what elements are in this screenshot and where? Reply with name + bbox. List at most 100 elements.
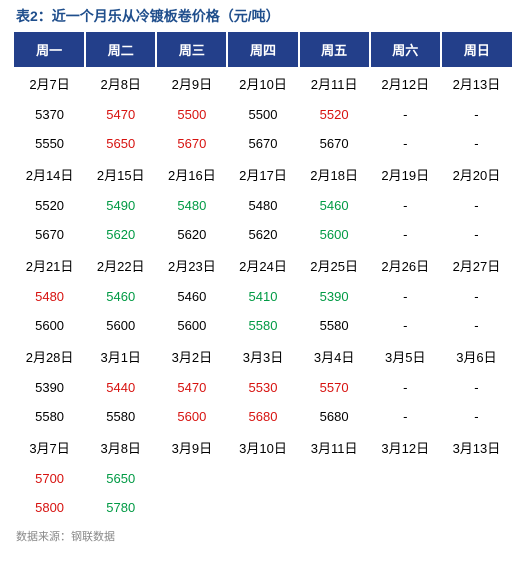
table-cell: - xyxy=(441,191,512,220)
table-cell: 2月7日 xyxy=(14,67,85,100)
table-cell: 5480 xyxy=(227,191,298,220)
table-row: 2月14日2月15日2月16日2月17日2月18日2月19日2月20日 xyxy=(14,158,512,191)
table-cell: 3月11日 xyxy=(299,431,370,464)
table-row: 55205490548054805460-- xyxy=(14,191,512,220)
table-cell: - xyxy=(441,220,512,249)
table-row: 58005780 xyxy=(14,493,512,522)
table-cell: 2月18日 xyxy=(299,158,370,191)
table-cell: 5520 xyxy=(14,191,85,220)
table-cell: 5600 xyxy=(156,402,227,431)
table-cell: - xyxy=(370,220,441,249)
table-cell xyxy=(156,493,227,522)
table-cell: 3月10日 xyxy=(227,431,298,464)
table-cell: - xyxy=(441,282,512,311)
table-cell: 5460 xyxy=(85,282,156,311)
table-cell: 3月1日 xyxy=(85,340,156,373)
table-cell: 5580 xyxy=(227,311,298,340)
table-title: 表2：近一个月乐从冷镀板卷价格（元/吨） xyxy=(14,6,512,26)
price-table: 周一 周二 周三 周四 周五 周六 周日 2月7日2月8日2月9日2月10日2月… xyxy=(14,32,512,522)
data-source: 数据来源：钢联数据 xyxy=(14,528,512,544)
table-row: 55505650567056705670-- xyxy=(14,129,512,158)
table-cell: 5620 xyxy=(227,220,298,249)
table-row: 2月28日3月1日3月2日3月3日3月4日3月5日3月6日 xyxy=(14,340,512,373)
table-cell: 2月20日 xyxy=(441,158,512,191)
table-cell xyxy=(156,464,227,493)
table-row: 56005600560055805580-- xyxy=(14,311,512,340)
table-cell: - xyxy=(370,282,441,311)
table-cell: 2月13日 xyxy=(441,67,512,100)
table-cell: - xyxy=(370,100,441,129)
table-cell xyxy=(227,464,298,493)
table-cell: 3月8日 xyxy=(85,431,156,464)
table-cell xyxy=(441,464,512,493)
table-cell: 2月14日 xyxy=(14,158,85,191)
table-cell: 5670 xyxy=(14,220,85,249)
table-cell: 2月28日 xyxy=(14,340,85,373)
table-cell: 5620 xyxy=(156,220,227,249)
table-cell: 2月16日 xyxy=(156,158,227,191)
table-row: 3月7日3月8日3月9日3月10日3月11日3月12日3月13日 xyxy=(14,431,512,464)
table-cell: 5500 xyxy=(156,100,227,129)
table-cell: 2月9日 xyxy=(156,67,227,100)
table-cell: 5580 xyxy=(85,402,156,431)
table-cell: 5680 xyxy=(227,402,298,431)
table-cell: 5480 xyxy=(14,282,85,311)
table-row: 53905440547055305570-- xyxy=(14,373,512,402)
table-cell: 2月25日 xyxy=(299,249,370,282)
table-cell: 5390 xyxy=(14,373,85,402)
table-cell: 2月23日 xyxy=(156,249,227,282)
table-cell: 5670 xyxy=(227,129,298,158)
table-cell: 3月9日 xyxy=(156,431,227,464)
table-cell xyxy=(227,493,298,522)
table-cell: 2月17日 xyxy=(227,158,298,191)
table-cell xyxy=(299,464,370,493)
table-cell: 3月12日 xyxy=(370,431,441,464)
col-header: 周日 xyxy=(441,32,512,67)
table-cell: 5480 xyxy=(156,191,227,220)
table-cell: - xyxy=(441,373,512,402)
table-cell: 5650 xyxy=(85,129,156,158)
table-cell: 2月10日 xyxy=(227,67,298,100)
table-cell: 5670 xyxy=(156,129,227,158)
table-row: 57005650 xyxy=(14,464,512,493)
col-header: 周五 xyxy=(299,32,370,67)
table-cell: 5800 xyxy=(14,493,85,522)
table-cell: 5700 xyxy=(14,464,85,493)
table-cell: 3月3日 xyxy=(227,340,298,373)
table-row: 2月7日2月8日2月9日2月10日2月11日2月12日2月13日 xyxy=(14,67,512,100)
table-cell: 5600 xyxy=(85,311,156,340)
table-cell: 5460 xyxy=(156,282,227,311)
table-cell: 3月4日 xyxy=(299,340,370,373)
table-cell: 2月22日 xyxy=(85,249,156,282)
table-cell: 5580 xyxy=(299,311,370,340)
table-row: 53705470550055005520-- xyxy=(14,100,512,129)
table-cell: 2月11日 xyxy=(299,67,370,100)
table-cell: - xyxy=(441,402,512,431)
table-cell: 5390 xyxy=(299,282,370,311)
table-cell: 5570 xyxy=(299,373,370,402)
table-cell: 3月2日 xyxy=(156,340,227,373)
table-cell: 2月21日 xyxy=(14,249,85,282)
table-cell: 2月8日 xyxy=(85,67,156,100)
table-row: 2月21日2月22日2月23日2月24日2月25日2月26日2月27日 xyxy=(14,249,512,282)
table-cell: 5500 xyxy=(227,100,298,129)
table-cell: 5680 xyxy=(299,402,370,431)
table-cell: 2月24日 xyxy=(227,249,298,282)
table-cell: - xyxy=(370,129,441,158)
table-cell: 2月26日 xyxy=(370,249,441,282)
table-cell: 5470 xyxy=(156,373,227,402)
col-header: 周二 xyxy=(85,32,156,67)
table-cell xyxy=(441,493,512,522)
table-cell: - xyxy=(370,402,441,431)
table-body: 2月7日2月8日2月9日2月10日2月11日2月12日2月13日53705470… xyxy=(14,67,512,522)
table-cell: 2月27日 xyxy=(441,249,512,282)
table-row: 54805460546054105390-- xyxy=(14,282,512,311)
col-header: 周一 xyxy=(14,32,85,67)
table-cell: 5370 xyxy=(14,100,85,129)
table-cell: - xyxy=(370,311,441,340)
table-cell: 5460 xyxy=(299,191,370,220)
table-cell: 5600 xyxy=(14,311,85,340)
table-cell: 2月12日 xyxy=(370,67,441,100)
col-header: 周三 xyxy=(156,32,227,67)
table-cell: 5520 xyxy=(299,100,370,129)
